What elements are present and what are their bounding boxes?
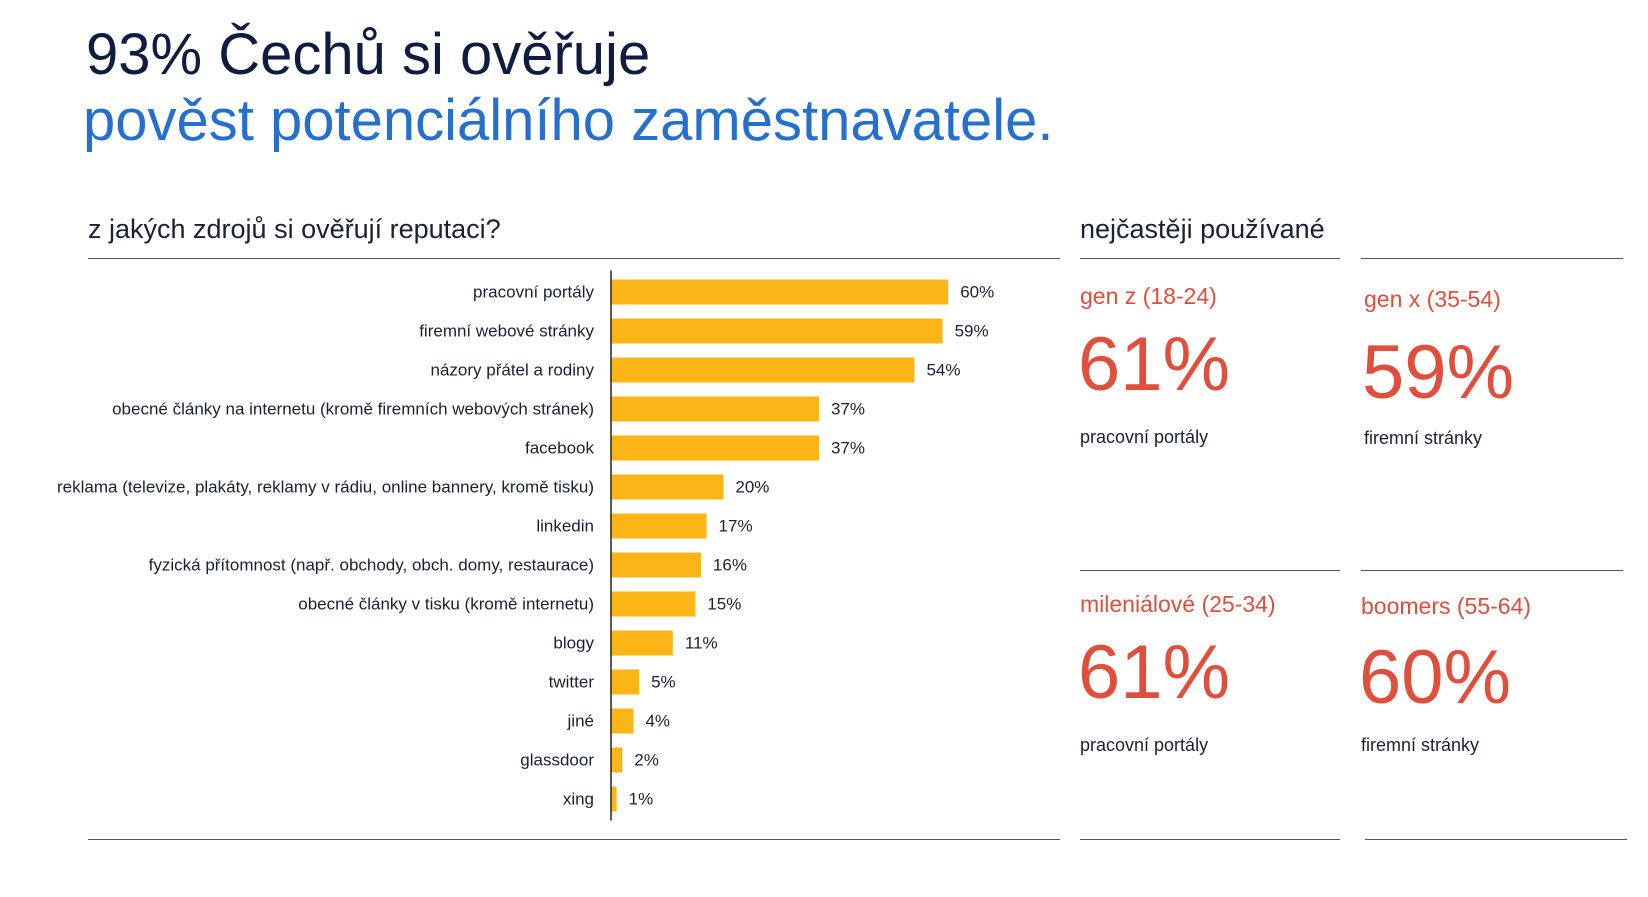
value-label: 15% (707, 595, 741, 614)
category-label: blogy (553, 634, 594, 653)
bar (611, 396, 819, 422)
bar (611, 357, 915, 383)
value-label: 37% (831, 439, 865, 458)
stats-divider (1080, 839, 1340, 840)
value-label: 11% (685, 634, 718, 653)
value-label: 37% (831, 400, 865, 419)
category-label: facebook (525, 439, 594, 458)
stat-label: mileniálové (25-34) (1080, 591, 1276, 617)
chart-bottom-divider (88, 839, 1060, 840)
chart-subtitle: z jakých zdrojů si ověřují reputaci? (88, 214, 501, 244)
category-label: obecné články v tisku (kromě internetu) (298, 595, 594, 614)
value-label: 2% (634, 751, 659, 770)
category-label: twitter (549, 673, 595, 692)
bar (611, 513, 707, 539)
page-title: 93% Čechů si ověřuje (86, 22, 651, 87)
stat-caption: firemní stránky (1361, 735, 1480, 755)
stat-caption: pracovní portály (1080, 427, 1209, 447)
value-label: 1% (629, 790, 654, 809)
bar (611, 279, 949, 305)
bar (611, 669, 640, 695)
category-label: xing (563, 790, 594, 809)
bar (611, 786, 617, 812)
category-label: názory přátel a rodiny (431, 361, 595, 380)
stats-divider (1361, 258, 1623, 259)
category-label: fyzická přítomnost (např. obchody, obch.… (149, 556, 594, 575)
bar (611, 552, 701, 578)
value-label: 16% (713, 556, 747, 575)
stat-caption: firemní stránky (1364, 428, 1483, 448)
stats-divider (1361, 570, 1623, 571)
bar (611, 474, 724, 500)
chart-top-divider (88, 258, 1060, 259)
bar (611, 591, 696, 617)
stats-divider (1080, 258, 1340, 259)
stat-label: gen x (35-54) (1364, 286, 1501, 312)
stat-caption: pracovní portály (1080, 735, 1209, 755)
bar (611, 747, 623, 773)
category-label: linkedin (536, 517, 594, 536)
stats-divider (1365, 839, 1627, 840)
bar (611, 318, 943, 344)
stat-value: 60% (1359, 635, 1512, 720)
value-label: 59% (955, 322, 989, 341)
value-label: 5% (651, 673, 676, 692)
category-label: reklama (televize, plakáty, reklamy v rá… (57, 478, 594, 497)
stats-divider (1080, 570, 1340, 571)
stat-value: 61% (1078, 322, 1231, 407)
stat-value: 61% (1078, 630, 1231, 715)
stat-label: gen z (18-24) (1080, 283, 1217, 309)
stat-label: boomers (55-64) (1361, 593, 1532, 619)
category-label: firemní webové stránky (419, 322, 594, 341)
category-label: pracovní portály (473, 283, 594, 302)
value-label: 4% (645, 712, 670, 731)
category-label: obecné články na internetu (kromě firemn… (112, 400, 594, 419)
stat-value: 59% (1362, 330, 1515, 415)
category-label: jiné (567, 712, 594, 731)
category-label: glassdoor (520, 751, 594, 770)
bar (611, 708, 634, 734)
bar (611, 630, 673, 656)
value-label: 60% (960, 283, 994, 302)
bar (611, 435, 819, 461)
value-label: 54% (926, 361, 960, 380)
value-label: 20% (735, 478, 769, 497)
value-label: 17% (719, 517, 753, 536)
page-subtitle: pověst potenciálního zaměstnavatele. (83, 88, 1054, 153)
stats-heading: nejčastěji používané (1080, 214, 1325, 244)
